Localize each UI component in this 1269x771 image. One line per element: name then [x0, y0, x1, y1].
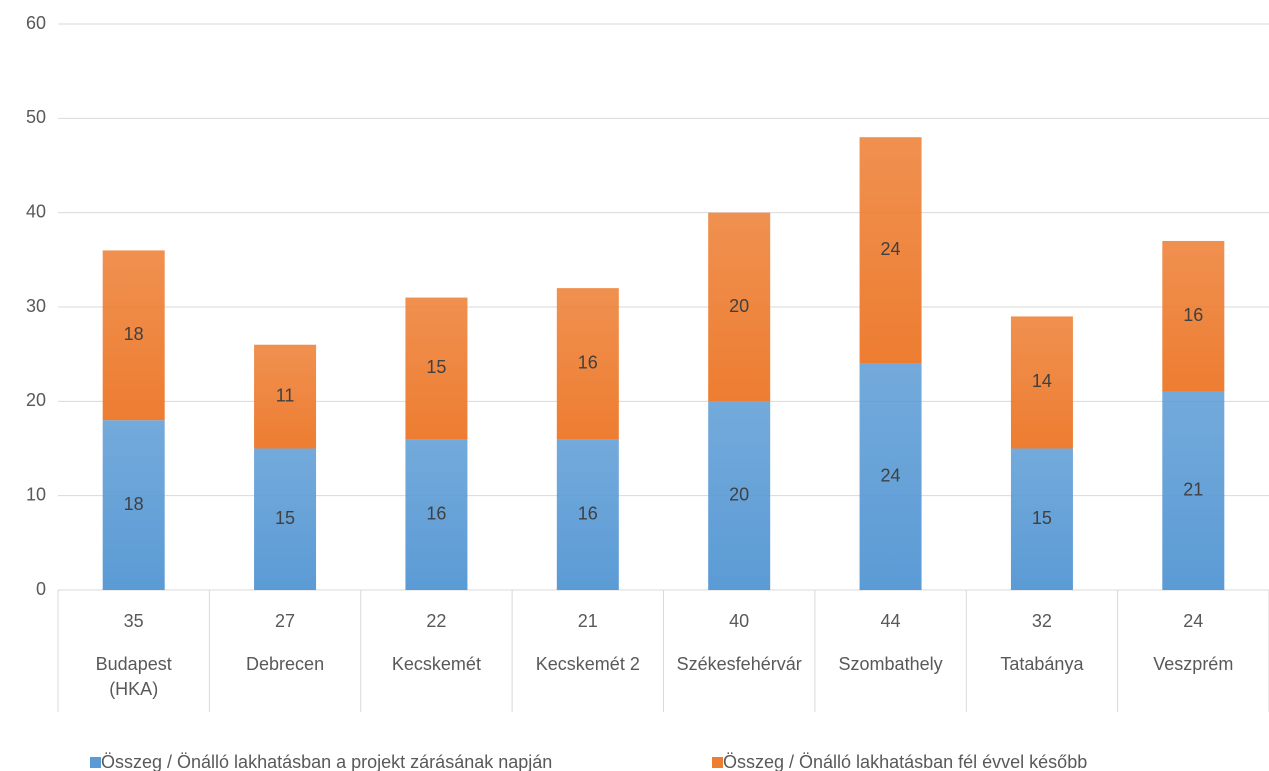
x-tick-label: Budapest (HKA)	[96, 654, 172, 699]
category-code: 24	[1183, 611, 1203, 631]
bar-segment	[859, 137, 922, 364]
y-tick-label: 20	[26, 390, 46, 410]
category-code: 40	[729, 611, 749, 631]
data-label: 16	[578, 503, 598, 523]
bar-segment	[254, 448, 317, 590]
data-label: 16	[1183, 305, 1203, 325]
bar-segment	[556, 288, 619, 440]
legend-swatch	[712, 757, 723, 768]
bar-segment	[405, 297, 468, 440]
bar-segment	[859, 363, 922, 590]
bar-segment	[254, 344, 317, 449]
bar-segment	[1162, 391, 1225, 590]
data-label: 18	[124, 494, 144, 514]
x-tick-label: Kecskemét	[392, 654, 481, 674]
x-tick-label: Székesfehérvár	[677, 654, 802, 674]
x-tick-label: Debrecen	[246, 654, 324, 674]
data-label: 20	[729, 484, 749, 504]
y-tick-label: 40	[26, 201, 46, 221]
bar-segment	[1010, 316, 1073, 449]
legend-swatch	[90, 757, 101, 768]
legend-label: Összeg / Önálló lakhatásban fél évvel ké…	[723, 752, 1087, 771]
bar-segment	[708, 212, 771, 402]
bar-segment	[1010, 448, 1073, 590]
data-label: 24	[881, 466, 901, 486]
bar-segment	[708, 401, 771, 590]
data-label: 15	[426, 357, 446, 377]
data-label: 14	[1032, 371, 1052, 391]
legend-label: Összeg / Önálló lakhatásban a projekt zá…	[101, 752, 552, 771]
x-tick-label: Tatabánya	[1000, 654, 1084, 674]
category-code: 35	[124, 611, 144, 631]
bar-segment	[102, 420, 165, 590]
y-tick-label: 10	[26, 484, 46, 504]
bar-segment	[102, 250, 165, 421]
y-tick-label: 60	[26, 13, 46, 33]
data-label: 18	[124, 324, 144, 344]
x-tick-label: Veszprém	[1153, 654, 1233, 674]
data-label: 16	[426, 503, 446, 523]
data-label: 11	[276, 385, 295, 405]
category-code: 32	[1032, 611, 1052, 631]
category-code: 27	[275, 611, 295, 631]
category-code: 21	[578, 611, 598, 631]
bar-segment	[405, 439, 468, 590]
data-label: 15	[1032, 508, 1052, 528]
y-tick-label: 30	[26, 296, 46, 316]
data-label: 15	[275, 508, 295, 528]
bar-segment	[1162, 240, 1225, 392]
category-code: 44	[881, 611, 901, 631]
x-tick-label: Szombathely	[839, 654, 943, 674]
x-tick-label: Kecskemét 2	[536, 654, 640, 674]
y-tick-label: 50	[26, 107, 46, 127]
data-label: 16	[578, 352, 598, 372]
data-label: 20	[729, 296, 749, 316]
bar-segment	[556, 439, 619, 590]
data-label: 24	[881, 239, 901, 259]
data-label: 21	[1183, 480, 1203, 500]
y-tick-label: 0	[36, 579, 46, 599]
category-code: 22	[426, 611, 446, 631]
